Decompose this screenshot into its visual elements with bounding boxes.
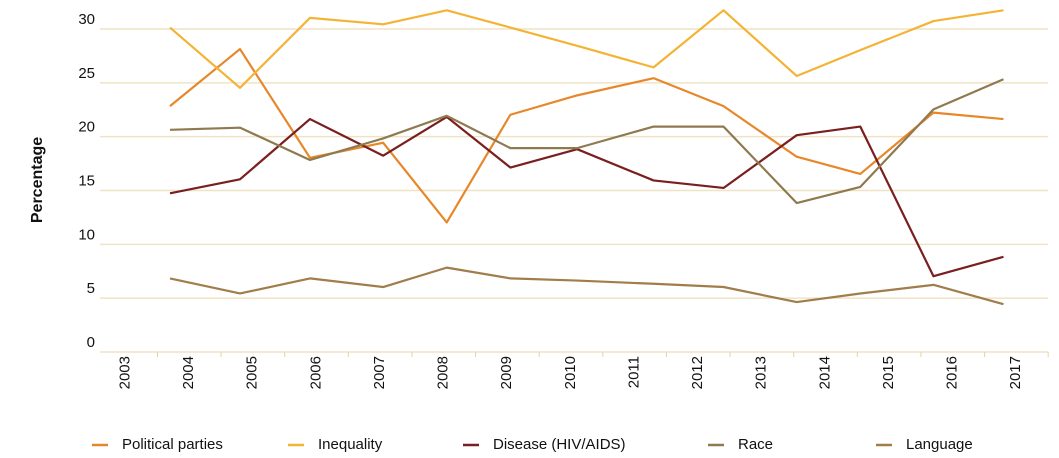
x-tick-label: 2005: [244, 356, 261, 389]
legend-label: Inequality: [318, 436, 383, 453]
legend-label: Language: [906, 436, 973, 453]
x-tick-label: 2009: [498, 356, 515, 389]
y-axis-label: Percentage: [29, 137, 46, 223]
series-line: [169, 266, 1004, 306]
legend-label: Political parties: [122, 436, 223, 453]
x-tick-label: 2012: [689, 356, 706, 389]
y-tick-label: 15: [78, 172, 95, 189]
series-line: [169, 47, 1004, 224]
legend-label: Disease (HIV/AIDS): [493, 436, 626, 453]
x-tick-label: 2004: [180, 356, 197, 389]
x-tick-label: 2008: [435, 356, 452, 389]
y-tick-label: 20: [78, 119, 95, 136]
x-tick-label: 2003: [116, 356, 133, 389]
y-tick-label: 25: [78, 65, 95, 82]
x-tick-label: 2011: [625, 356, 642, 388]
x-tick-label: 2017: [1007, 356, 1024, 389]
y-tick-label: 0: [87, 334, 95, 351]
legend-label: Race: [738, 436, 773, 453]
series-line: [169, 78, 1004, 205]
y-tick-label: 5: [87, 280, 95, 297]
x-tick-label: 2010: [562, 356, 579, 389]
y-tick-label: 30: [78, 11, 95, 28]
x-tick-label: 2013: [753, 356, 770, 389]
series-line: [169, 9, 1004, 89]
x-tick-label: 2014: [816, 356, 833, 389]
series-line: [169, 115, 1004, 278]
x-tick-label: 2016: [944, 356, 961, 389]
y-tick-label: 10: [78, 226, 95, 243]
x-tick-label: 2015: [880, 356, 897, 389]
x-tick-label: 2006: [307, 356, 324, 389]
x-tick-label: 2007: [371, 356, 388, 389]
